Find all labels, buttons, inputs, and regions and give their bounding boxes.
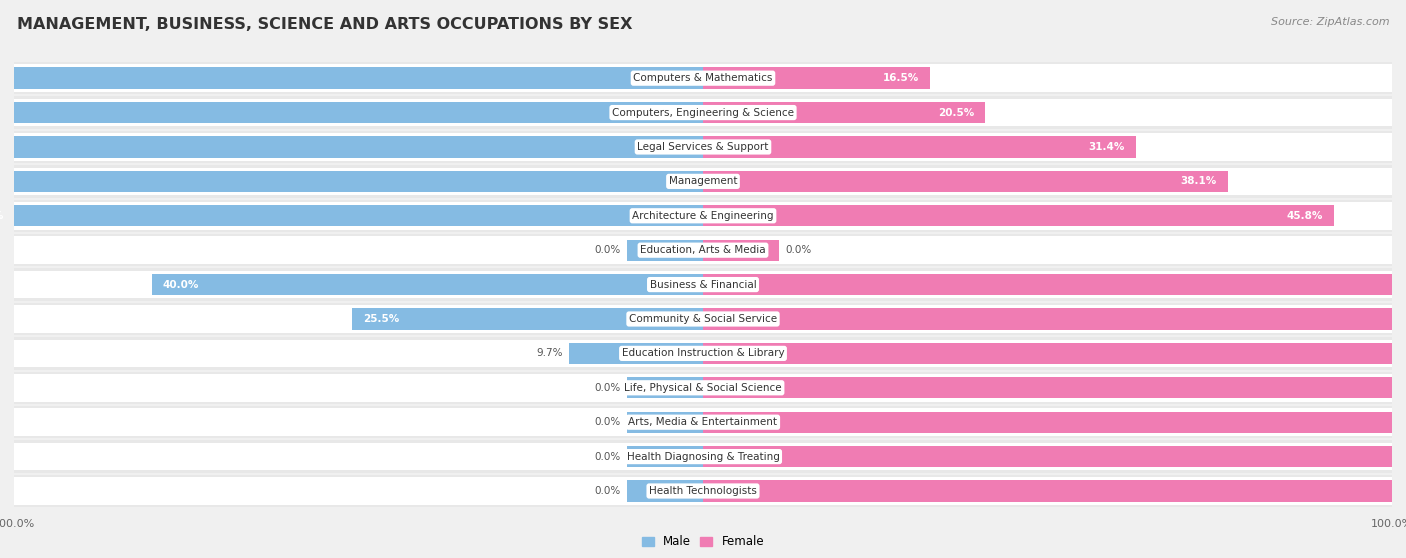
Bar	[703, 480, 1406, 502]
Bar	[14, 237, 1392, 264]
Bar	[14, 271, 1392, 299]
Bar	[14, 440, 1392, 473]
Bar	[14, 303, 1392, 335]
Text: 0.0%: 0.0%	[595, 383, 620, 393]
Bar	[14, 64, 1392, 92]
Text: Arts, Media & Entertainment: Arts, Media & Entertainment	[628, 417, 778, 427]
Text: 25.5%: 25.5%	[363, 314, 399, 324]
Bar	[627, 480, 703, 502]
Bar	[703, 239, 779, 261]
Bar	[14, 97, 1392, 129]
Text: 20.5%: 20.5%	[938, 108, 974, 118]
Bar	[569, 343, 703, 364]
Bar	[627, 446, 703, 467]
Bar	[14, 408, 1392, 436]
Bar	[14, 340, 1392, 367]
Text: Computers, Engineering & Science: Computers, Engineering & Science	[612, 108, 794, 118]
Text: 54.2%: 54.2%	[0, 211, 4, 221]
Text: Community & Social Service: Community & Social Service	[628, 314, 778, 324]
Text: Education Instruction & Library: Education Instruction & Library	[621, 348, 785, 358]
Text: Life, Physical & Social Science: Life, Physical & Social Science	[624, 383, 782, 393]
Bar	[627, 239, 703, 261]
Bar	[14, 443, 1392, 470]
Bar	[0, 68, 703, 89]
Text: 0.0%: 0.0%	[595, 451, 620, 461]
Bar	[14, 337, 1392, 369]
Text: 0.0%: 0.0%	[595, 486, 620, 496]
Bar	[703, 171, 1227, 192]
Bar	[14, 62, 1392, 94]
Bar	[14, 268, 1392, 301]
Legend: Male, Female: Male, Female	[637, 531, 769, 553]
Bar	[14, 234, 1392, 266]
Bar	[14, 200, 1392, 232]
Text: 45.8%: 45.8%	[1286, 211, 1323, 221]
Bar	[14, 133, 1392, 161]
Bar	[14, 99, 1392, 126]
Text: 31.4%: 31.4%	[1088, 142, 1125, 152]
Bar	[627, 377, 703, 398]
Text: Health Diagnosing & Treating: Health Diagnosing & Treating	[627, 451, 779, 461]
Text: 9.7%: 9.7%	[536, 348, 562, 358]
Bar	[14, 477, 1392, 505]
Bar	[703, 377, 1406, 398]
Bar	[352, 309, 703, 330]
Bar	[14, 165, 1392, 198]
Text: 40.0%: 40.0%	[163, 280, 200, 290]
Bar	[14, 406, 1392, 439]
Bar	[0, 136, 703, 157]
Bar	[14, 131, 1392, 163]
Text: Architecture & Engineering: Architecture & Engineering	[633, 211, 773, 221]
Bar	[703, 68, 931, 89]
Text: 38.1%: 38.1%	[1181, 176, 1218, 186]
Bar	[703, 446, 1406, 467]
Bar	[703, 205, 1334, 227]
Bar	[0, 205, 703, 227]
Bar	[703, 274, 1406, 295]
Text: Business & Financial: Business & Financial	[650, 280, 756, 290]
Bar	[0, 171, 703, 192]
Bar	[703, 102, 986, 123]
Bar	[703, 412, 1406, 433]
Bar	[0, 102, 703, 123]
Bar	[703, 343, 1406, 364]
Text: Computers & Mathematics: Computers & Mathematics	[633, 73, 773, 83]
Text: 16.5%: 16.5%	[883, 73, 920, 83]
Text: Legal Services & Support: Legal Services & Support	[637, 142, 769, 152]
Bar	[14, 167, 1392, 195]
Text: Education, Arts & Media: Education, Arts & Media	[640, 245, 766, 255]
Bar	[14, 372, 1392, 404]
Bar	[14, 305, 1392, 333]
Bar	[14, 475, 1392, 507]
Text: 0.0%: 0.0%	[595, 245, 620, 255]
Text: Management: Management	[669, 176, 737, 186]
Text: 0.0%: 0.0%	[595, 417, 620, 427]
Bar	[703, 309, 1406, 330]
Text: MANAGEMENT, BUSINESS, SCIENCE AND ARTS OCCUPATIONS BY SEX: MANAGEMENT, BUSINESS, SCIENCE AND ARTS O…	[17, 17, 633, 32]
Bar	[703, 136, 1136, 157]
Text: 0.0%: 0.0%	[786, 245, 811, 255]
Bar	[14, 202, 1392, 229]
Bar	[14, 374, 1392, 402]
Bar	[152, 274, 703, 295]
Text: Source: ZipAtlas.com: Source: ZipAtlas.com	[1271, 17, 1389, 27]
Text: Health Technologists: Health Technologists	[650, 486, 756, 496]
Bar	[627, 412, 703, 433]
